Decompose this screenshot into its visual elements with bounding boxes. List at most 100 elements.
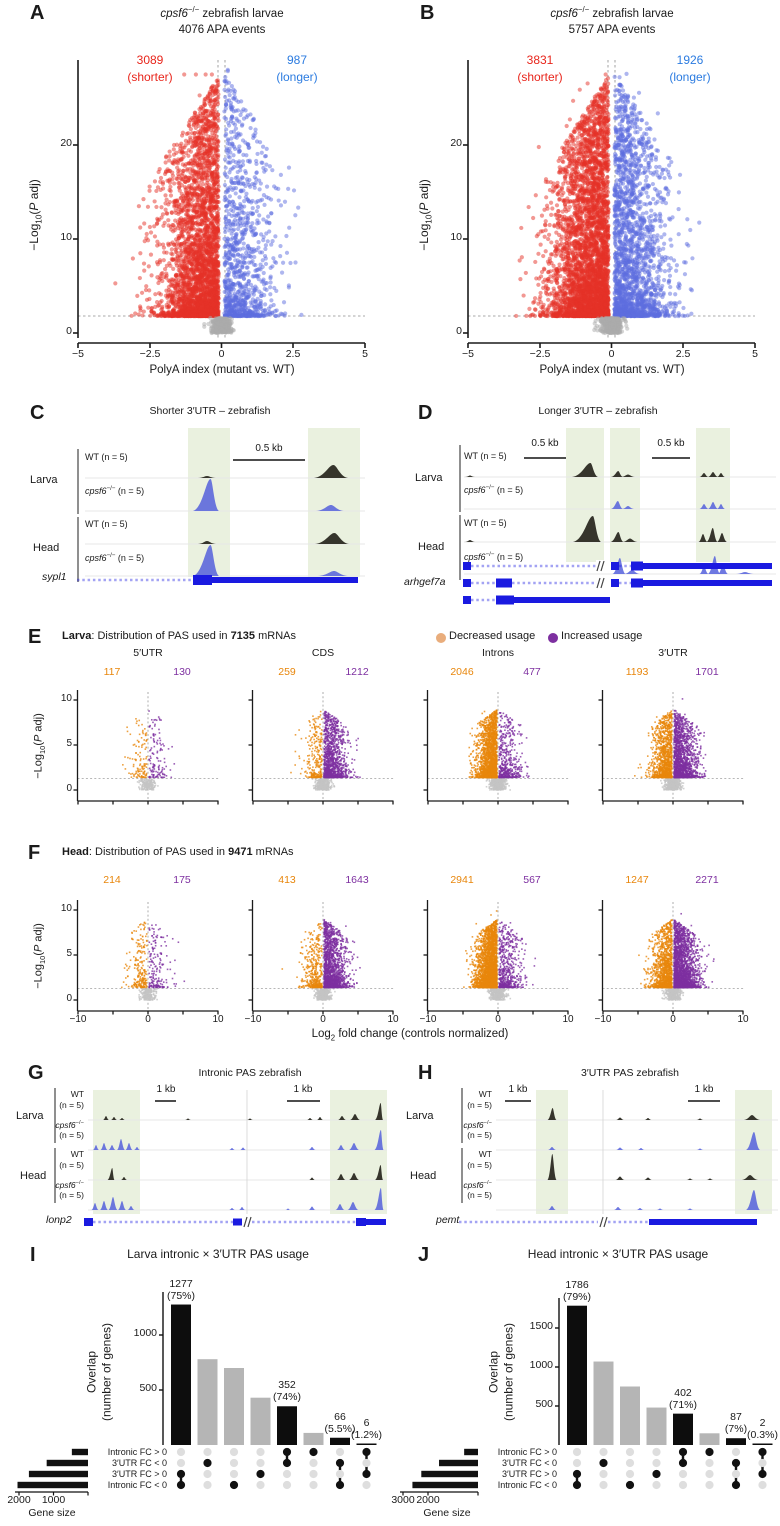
gene-name: sypl1	[42, 571, 67, 583]
track-label-mutant: cpsf6−/−	[55, 1120, 84, 1130]
panel-g-title: Intronic PAS zebrafish	[198, 1067, 302, 1079]
decreased-count: 2941	[450, 874, 474, 886]
group-label-head: Head	[33, 542, 60, 554]
y-tick: 10	[60, 693, 72, 704]
size-tick: 2000	[7, 1494, 31, 1506]
track-label-mutant: cpsf6−/− (n = 5)	[464, 551, 523, 562]
label-part: 9471	[228, 846, 253, 858]
label-part: −Log	[32, 753, 45, 779]
group-label-larva: Larva	[406, 1110, 434, 1122]
bar-percent: (71%)	[668, 1398, 698, 1411]
track-label-wt: WT (n = 5)	[464, 451, 507, 461]
track-label-wt: WT (n = 5)	[85, 519, 128, 529]
panel-c-label: C	[30, 402, 45, 424]
apa-events-count: 4076 APA events	[178, 24, 266, 36]
y-axis-label-2: (number of genes)	[501, 1322, 516, 1422]
panel-d-title: Longer 3′UTR – zebrafish	[538, 405, 658, 417]
shorter-tag: (shorter)	[127, 70, 173, 84]
panel-b-label: B	[420, 2, 435, 24]
label-part: mRNAs	[252, 846, 294, 858]
size-tick: 2000	[416, 1494, 440, 1506]
y-tick: 500	[139, 1382, 157, 1394]
bar-value: 66	[334, 1410, 346, 1423]
gene-name: lonp2	[46, 1214, 72, 1226]
x-tick: 5	[752, 348, 758, 360]
track-label-wt: WT (n = 5)	[464, 518, 507, 528]
panel-e-label: E	[28, 626, 42, 648]
y-axis-label: −Log10(P adj)	[33, 713, 48, 779]
bar-percent: (79%)	[562, 1290, 592, 1303]
apa-events-count: 5757 APA events	[568, 24, 656, 36]
track-label-n: (n = 5)	[467, 1130, 492, 1140]
set-row-label: Intronic FC > 0	[497, 1446, 557, 1457]
decreased-count: 1193	[625, 666, 649, 678]
legend-increased-dot	[548, 633, 558, 643]
x-axis-label: PolyA index (mutant vs. WT)	[539, 364, 685, 376]
bar-value: 87	[730, 1411, 742, 1424]
label-part: −Log	[417, 223, 432, 251]
y-tick: 5	[66, 738, 72, 749]
group-label-head: Head	[418, 541, 445, 553]
label-part: 2	[330, 1033, 336, 1043]
region-title: 3′UTR	[658, 647, 688, 659]
panel-i-title: Larva intronic × 3′UTR PAS usage	[127, 1247, 309, 1261]
group-label-larva: Larva	[16, 1110, 44, 1122]
label-part: −/−	[485, 551, 495, 558]
increased-count: 1701	[695, 666, 719, 678]
panel-a-title: cpsf6−/− zebrafish larvae	[160, 5, 284, 21]
scale-bar-label: 0.5 kb	[657, 438, 685, 449]
scale-bar-label: 1 kb	[694, 1084, 714, 1095]
shorter-count: 3831	[526, 53, 554, 67]
track-label-n: (n = 5)	[467, 1100, 492, 1110]
label-part: 7135	[230, 630, 256, 642]
track-label-mutant: cpsf6−/−	[55, 1180, 84, 1190]
track-label-n: (n = 5)	[59, 1100, 84, 1110]
label-part: cpsf6	[464, 485, 486, 495]
x-tick: 10	[387, 1014, 399, 1025]
increased-count: 130	[173, 666, 191, 678]
x-tick: 10	[212, 1014, 224, 1025]
increased-count: 477	[523, 666, 541, 678]
label-part: (n = 5)	[115, 553, 145, 563]
y-tick: 1000	[529, 1359, 553, 1371]
y-tick: 5	[66, 948, 72, 959]
size-tick: 3000	[391, 1494, 415, 1506]
panel-h-label: H	[418, 1062, 433, 1084]
label-part: zebrafish larvae	[199, 7, 284, 20]
y-tick: 1500	[529, 1320, 553, 1332]
label-part: (	[32, 741, 45, 746]
y-tick: 1000	[133, 1327, 157, 1339]
y-axis-label-2: (number of genes)	[99, 1322, 114, 1422]
y-tick: 0	[456, 325, 462, 337]
bar-percent: (5.5%)	[324, 1422, 356, 1435]
shorter-tag: (shorter)	[517, 70, 563, 84]
x-tick: 5	[362, 348, 368, 360]
set-row-label: 3′UTR FC > 0	[112, 1468, 167, 1479]
label-part: (	[32, 951, 45, 956]
scale-bar-label: 0.5 kb	[255, 443, 283, 454]
x-tick: 0	[670, 1014, 676, 1025]
longer-tag: (longer)	[276, 70, 318, 84]
label-part: Larva	[62, 630, 92, 642]
scale-bar-label: 0.5 kb	[531, 438, 559, 449]
label-part: −/−	[485, 484, 495, 491]
region-title: Introns	[481, 647, 515, 659]
bar-value: 6	[363, 1416, 370, 1429]
bar-percent: (74%)	[272, 1391, 302, 1404]
x-tick: −5	[462, 348, 474, 360]
scale-bar-label: 1 kb	[156, 1084, 176, 1095]
scale-bar-label: 1 kb	[508, 1084, 528, 1095]
label-part: cpsf6	[463, 1179, 484, 1190]
y-tick: 10	[60, 903, 72, 914]
x-tick: −5	[72, 348, 84, 360]
track-label-n: (n = 5)	[467, 1190, 492, 1200]
y-tick: 0	[66, 325, 72, 337]
increased-count: 1643	[345, 874, 369, 886]
y-tick: 20	[60, 137, 72, 149]
label-part: 10	[34, 214, 44, 224]
panel-j-label: J	[418, 1244, 430, 1266]
label-part: fold change (controls normalized)	[335, 1028, 509, 1040]
x-tick: −2.5	[529, 348, 551, 360]
label-part: P	[417, 202, 432, 211]
